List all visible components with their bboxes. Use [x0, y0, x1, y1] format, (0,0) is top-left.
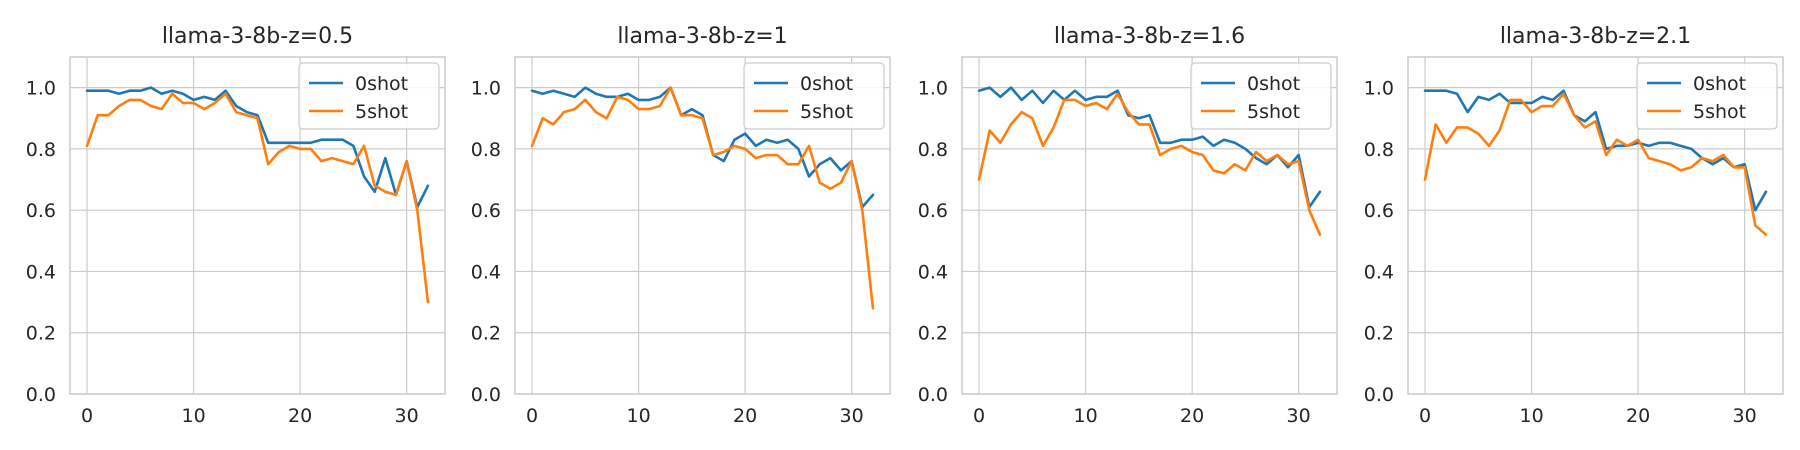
y-tick-label: 0.8 — [26, 139, 56, 161]
legend-label: 0shot — [800, 73, 853, 95]
axes-frame — [514, 56, 891, 395]
x-tick-label: 20 — [1180, 405, 1204, 427]
series-line-0shot — [85, 86, 430, 209]
y-tick-label: 0.0 — [918, 384, 948, 406]
y-tick-label: 0.8 — [1364, 139, 1394, 161]
legend-label: 5shot — [1693, 101, 1746, 123]
series-line-5shot — [1423, 92, 1768, 236]
chart-panel-1: llama-3-8b-z=0.5 0 10 20 30 0.0 0.2 0.4 0.6 0.8 1.… — [26, 24, 446, 427]
x-tick-label: 30 — [1733, 405, 1757, 427]
series-line-5shot — [530, 86, 875, 310]
x-tick-label: 30 — [840, 405, 864, 427]
legend-label: 0shot — [1247, 73, 1300, 95]
y-tick-label: 0.0 — [26, 384, 56, 406]
y-tick-label: 0.6 — [1364, 200, 1394, 222]
legend-label: 5shot — [1247, 101, 1300, 123]
legend-label: 0shot — [355, 73, 408, 95]
legend-label: 5shot — [355, 101, 408, 123]
chart-panel-3: llama-3-8b-z=1.6 0 10 20 30 0.0 0.2 0.4 0.6 0.8 1.… — [918, 24, 1338, 427]
y-tick-label: 0.2 — [918, 323, 948, 345]
x-tick-label: 30 — [395, 405, 419, 427]
axes-frame — [69, 56, 446, 395]
x-tick-label: 0 — [973, 405, 985, 427]
legend-box — [1190, 62, 1332, 130]
y-tick-label: 0.0 — [1364, 384, 1394, 406]
chart-title: llama-3-8b-z=1.6 — [1054, 24, 1245, 49]
legend-box — [1636, 62, 1778, 130]
y-tick-label: 0.6 — [26, 200, 56, 222]
y-tick-label: 0.4 — [471, 261, 501, 283]
y-tick-label: 1.0 — [918, 78, 948, 100]
x-tick-label: 0 — [1419, 405, 1431, 427]
legend: 0shot 5shot — [1636, 62, 1778, 130]
legend: 0shot 5shot — [743, 62, 885, 130]
legend-label: 5shot — [800, 101, 853, 123]
x-tick-label: 10 — [1073, 405, 1097, 427]
series-line-5shot — [977, 92, 1322, 236]
chart-title: llama-3-8b-z=2.1 — [1500, 24, 1691, 49]
y-tick-label: 0.8 — [918, 139, 948, 161]
y-tick-label: 0.4 — [26, 261, 56, 283]
axes-frame — [961, 56, 1338, 395]
y-tick-label: 1.0 — [1364, 78, 1394, 100]
legend-box — [298, 62, 440, 130]
x-tick-label: 30 — [1287, 405, 1311, 427]
series-line-0shot — [977, 86, 1322, 209]
y-tick-label: 0.2 — [26, 323, 56, 345]
y-tick-label: 0.2 — [1364, 323, 1394, 345]
legend-label: 0shot — [1693, 73, 1746, 95]
x-tick-label: 0 — [81, 405, 93, 427]
y-tick-label: 0.2 — [471, 323, 501, 345]
series-line-0shot — [1423, 89, 1768, 212]
x-tick-label: 20 — [733, 405, 757, 427]
y-tick-label: 0.6 — [471, 200, 501, 222]
y-tick-label: 0.4 — [1364, 261, 1394, 283]
y-tick-label: 1.0 — [471, 78, 501, 100]
series-line-5shot — [85, 92, 430, 304]
chart-title: llama-3-8b-z=1 — [617, 24, 787, 49]
chart-title: llama-3-8b-z=0.5 — [162, 24, 353, 49]
y-tick-label: 0.8 — [471, 139, 501, 161]
legend-box — [743, 62, 885, 130]
chart-panel-2: llama-3-8b-z=1 0 10 20 30 0.0 0.2 0.4 0.6 0.8 1.0 0… — [471, 24, 891, 427]
x-tick-label: 0 — [526, 405, 538, 427]
y-tick-label: 0.6 — [918, 200, 948, 222]
chart-panel-4: llama-3-8b-z=2.1 0 10 20 30 0.0 0.2 0.4 0.6 0.8 1.… — [1364, 24, 1784, 427]
x-tick-label: 10 — [1519, 405, 1543, 427]
x-tick-label: 20 — [288, 405, 312, 427]
x-tick-label: 10 — [181, 405, 205, 427]
legend: 0shot 5shot — [1190, 62, 1332, 130]
axes-frame — [1407, 56, 1784, 395]
legend: 0shot 5shot — [298, 62, 440, 130]
y-tick-label: 1.0 — [26, 78, 56, 100]
x-tick-label: 20 — [1626, 405, 1650, 427]
y-tick-label: 0.4 — [918, 261, 948, 283]
x-tick-label: 10 — [626, 405, 650, 427]
y-tick-label: 0.0 — [471, 384, 501, 406]
